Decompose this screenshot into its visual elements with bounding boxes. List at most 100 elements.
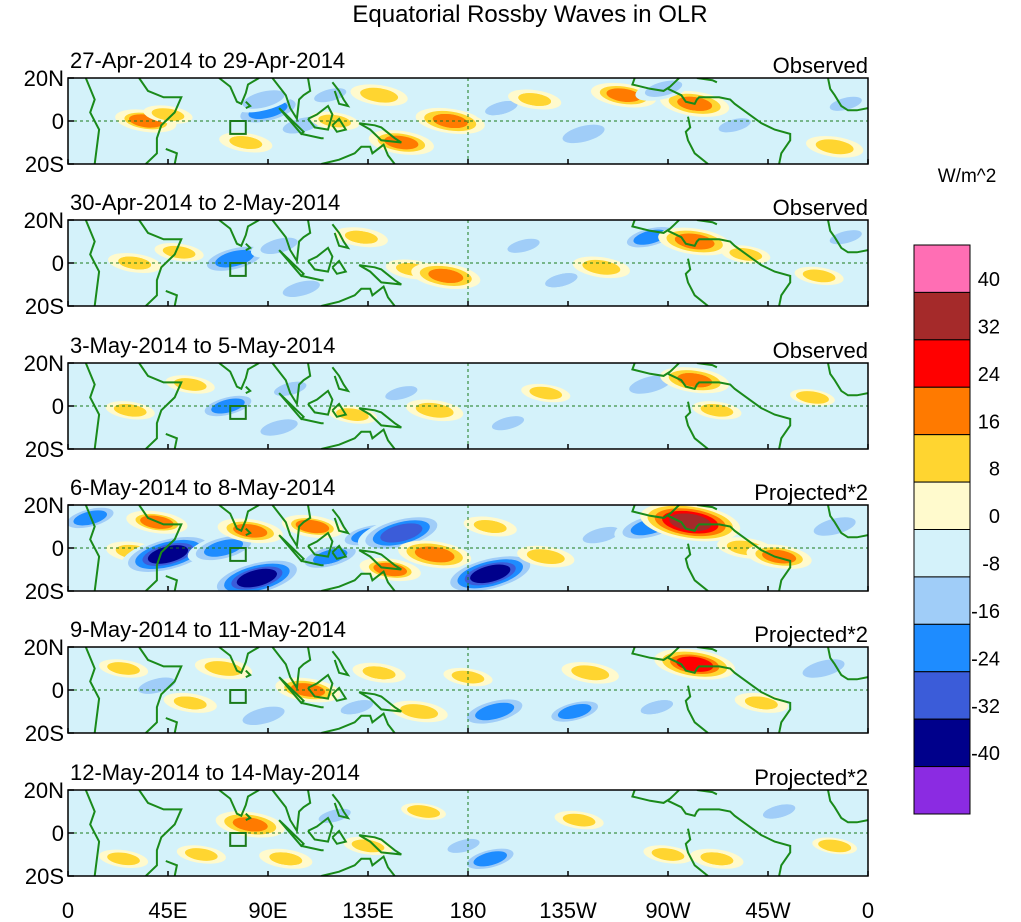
anomaly-blob-2-level-2 <box>162 245 196 259</box>
coastline-11 <box>331 223 351 250</box>
coastline-6 <box>271 790 312 834</box>
coastline-16 <box>684 685 709 733</box>
region-box-marker <box>229 120 247 135</box>
coastline-18 <box>827 78 868 112</box>
anomaly-blob-1-level-2 <box>107 852 140 866</box>
coastline-3 <box>165 717 179 733</box>
coastline-9 <box>301 132 324 140</box>
coastline-14 <box>631 363 680 377</box>
panel-1: 20N 0 20S 27-Apr-2014 to 29-Apr-2014 Observe… <box>24 48 869 177</box>
region-box-marker <box>229 689 247 704</box>
coastline-7 <box>278 107 306 136</box>
coastline-18 <box>827 790 868 824</box>
panel-kind-label: Projected*2 <box>754 765 868 790</box>
coastline-2 <box>138 220 183 306</box>
coastlines <box>84 220 868 306</box>
colorbar-swatch <box>913 529 971 578</box>
colorbar-label: 24 <box>978 364 1000 386</box>
y-tick-label: 20S <box>25 152 64 177</box>
anomaly-blob-7-level-3 <box>340 700 374 715</box>
panel-period-label: 9-May-2014 to 11-May-2014 <box>70 617 346 642</box>
colorbar-label: 8 <box>989 459 1000 481</box>
coastline-14 <box>631 647 680 661</box>
anomaly-blob-11-level-3 <box>584 260 618 274</box>
coastline-9 <box>301 559 324 567</box>
colorbar-swatch <box>913 766 971 815</box>
coastline-2 <box>138 78 183 164</box>
anomaly-blob-3-level-3 <box>229 136 263 149</box>
anomaly-blob-3-level-3 <box>173 696 207 710</box>
anomaly-blob-9-level-2 <box>447 838 480 853</box>
colorbar-swatch <box>913 244 971 293</box>
anomaly-blob-13-level-3 <box>518 93 552 106</box>
coastlines <box>84 363 868 449</box>
coastline-7 <box>278 676 306 705</box>
panel-kind-label: Observed <box>773 53 868 78</box>
colorbar-label: 40 <box>978 269 1000 291</box>
coastline-1 <box>84 363 101 449</box>
coastline-16 <box>684 543 709 591</box>
colorbar-label: 0 <box>989 506 1000 528</box>
anomaly-blob-11-level-2 <box>562 813 596 827</box>
anomaly-blob-14-level-3 <box>640 700 674 715</box>
anomaly-blob-16-level-3 <box>529 550 563 564</box>
colorbar-label: 16 <box>978 411 1000 433</box>
anomaly-blob-2-level-2 <box>173 378 207 391</box>
x-tick-label: 180 <box>450 898 487 922</box>
coastline-4 <box>218 505 260 533</box>
coastline-10 <box>331 686 348 702</box>
coastline-9 <box>301 417 324 425</box>
anomaly-blob-16-level-3 <box>744 696 778 710</box>
coastline-6 <box>271 220 312 264</box>
coastline-16 <box>684 828 709 876</box>
colorbar-swatch <box>913 623 971 673</box>
anomaly-blob-5-level-3 <box>269 852 303 866</box>
colorbar-units: W/m^2 <box>938 166 997 187</box>
x-tick-label: 135W <box>539 898 597 922</box>
colorbar: -40 -32 -24 -16 -8 0 8 16 24 32 40 W/m^2 <box>913 166 1000 815</box>
coastline-6 <box>271 78 312 122</box>
anomaly-blob-8-level-3 <box>295 519 330 534</box>
colorbar-swatch <box>913 718 971 768</box>
colorbar-swatch <box>913 671 971 720</box>
coastline-3 <box>165 147 179 164</box>
coastline-2 <box>138 505 183 591</box>
x-tick-label: 45W <box>745 898 790 922</box>
anomaly-blob-8-level-3 <box>418 403 452 417</box>
coastline-10 <box>331 117 348 133</box>
coastline-10 <box>331 402 348 418</box>
colorbar-label: -32 <box>971 696 1000 718</box>
panel-3: 20N 0 20S 3-May-2014 to 5-May-2014 Observed <box>24 333 869 462</box>
x-tick-label: 0 <box>62 898 74 922</box>
coastline-4 <box>218 220 260 248</box>
coastline-12 <box>358 407 402 429</box>
panel-kind-label: Observed <box>773 338 868 363</box>
coastline-11 <box>331 366 351 393</box>
coastline-7 <box>278 249 306 278</box>
anomaly-blob-7-level-2 <box>351 839 385 853</box>
anomaly-field <box>99 800 858 873</box>
anomaly-blob-5-level-4 <box>206 540 242 556</box>
anomaly-blob-8-level-4 <box>428 268 464 283</box>
anomaly-blob-14-level-3 <box>762 804 796 819</box>
coastline-3 <box>165 432 179 449</box>
coastline-12 <box>358 691 402 713</box>
coastline-15 <box>667 799 792 876</box>
coastline-10 <box>331 544 348 560</box>
coastline-14 <box>631 220 680 234</box>
colorbar-swatch <box>913 339 971 388</box>
y-tick-label: 0 <box>52 821 64 846</box>
coastline-9 <box>301 274 324 282</box>
coastline-15 <box>667 87 792 164</box>
region-box-marker <box>229 832 247 847</box>
anomaly-blob-10-level-3 <box>545 273 578 288</box>
anomaly-blob-4-level-3 <box>207 661 241 676</box>
colorbar-label: -16 <box>971 601 1000 623</box>
coastline-13 <box>321 712 396 733</box>
anomaly-blob-5-level-3 <box>247 92 281 107</box>
anomaly-blob-6-level-3 <box>344 230 378 244</box>
y-tick-label: 20N <box>24 635 64 660</box>
coastlines <box>84 790 868 876</box>
coastline-5 <box>245 385 252 394</box>
anomaly-blob-13-level-3 <box>700 852 734 866</box>
